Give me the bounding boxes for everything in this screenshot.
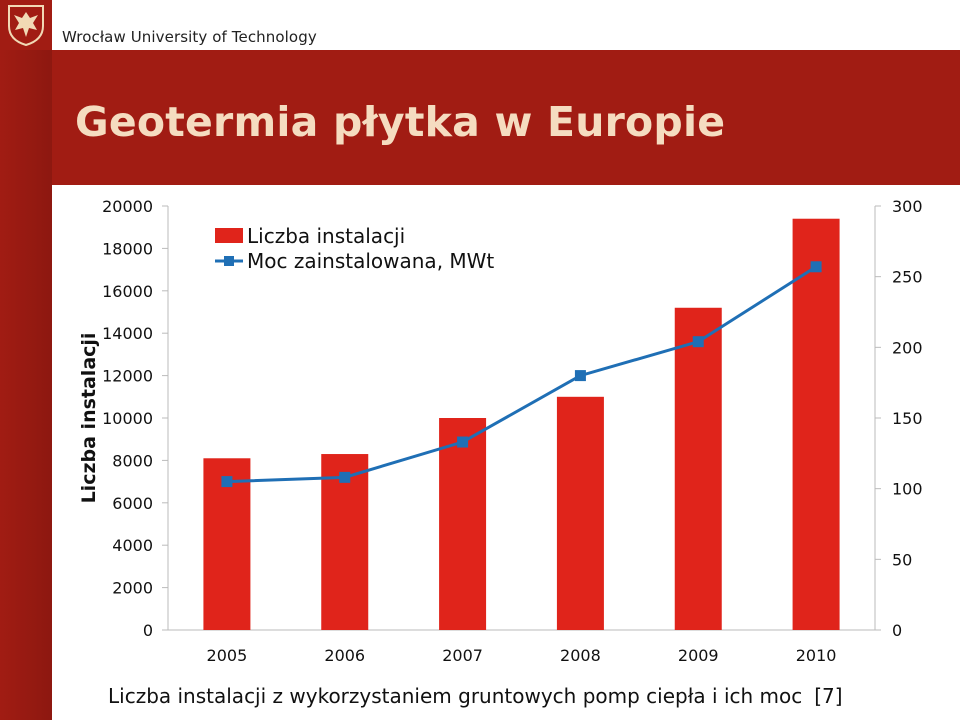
y-axis-label-left: Liczba instalacji [78,333,100,504]
university-name: Wrocław University of Technology [62,28,317,46]
title-band [52,50,960,185]
legend-label-bar: Liczba instalacji [247,224,405,248]
y-tick-label-left: 6000 [112,494,153,513]
series-line [226,265,817,484]
line-point [574,370,586,382]
bar [674,307,722,630]
caption-reference: [7] [814,684,843,708]
y-tick-label-right: 100 [892,480,923,499]
y-tick-label-right: 50 [892,550,912,569]
bar [556,396,604,630]
line-point [221,476,233,488]
caption: Liczba instalacji z wykorzystaniem grunt… [108,684,855,708]
y-tick-label-right: 200 [892,338,923,357]
legend-swatch-bar [215,228,243,243]
bar [439,418,487,630]
y-tick-label-left: 14000 [102,324,153,343]
line-point [810,261,822,273]
x-tick-label: 2005 [207,646,248,665]
y-tick-label-right: 150 [892,409,923,428]
line-point [339,471,351,483]
legend-swatch-marker [224,256,234,266]
bar [792,218,840,630]
y-tick-label-right: 0 [892,621,902,640]
line-point [457,436,469,448]
y-tick-label-right: 250 [892,268,923,287]
y-tick-label-left: 20000 [102,197,153,216]
x-tick-label: 2007 [442,646,483,665]
top-bar [0,0,960,50]
y-tick-label-left: 10000 [102,409,153,428]
y-tick-label-left: 16000 [102,282,153,301]
y-tick-label-left: 4000 [112,536,153,555]
y-tick-label-left: 2000 [112,579,153,598]
y-tick-label-left: 8000 [112,451,153,470]
y-tick-label-left: 0 [143,621,153,640]
university-logo [0,0,52,50]
y-tick-label-left: 18000 [102,239,153,258]
bar [321,454,369,630]
line-point [692,336,704,348]
x-tick-label: 2006 [324,646,365,665]
eagle-shield-icon [8,5,44,46]
left-stripe [0,50,52,720]
legend-label-line: Moc zainstalowana, MWt [247,249,494,273]
x-tick-label: 2009 [678,646,719,665]
caption-text: Liczba instalacji z wykorzystaniem grunt… [108,684,803,708]
page-title: Geotermia płytka w Europie [75,98,726,146]
y-tick-label-left: 12000 [102,367,153,386]
x-tick-label: 2010 [796,646,837,665]
x-tick-label: 2008 [560,646,601,665]
y-tick-label-right: 300 [892,197,923,216]
